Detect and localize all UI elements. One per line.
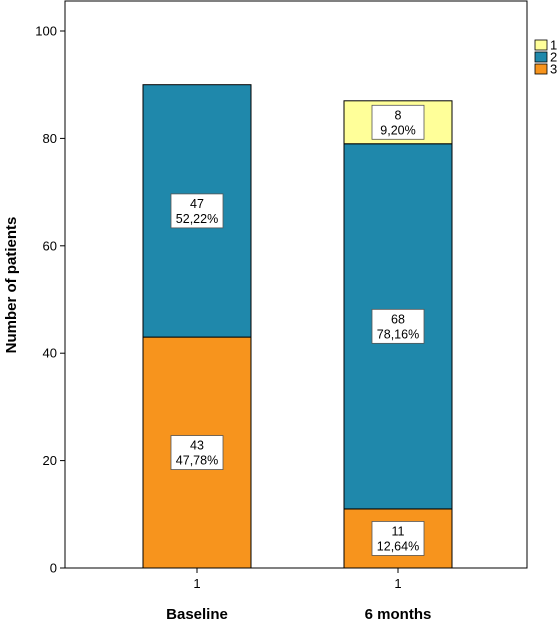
legend-swatch xyxy=(534,63,548,75)
y-tick-label: 0 xyxy=(50,561,57,576)
data-label-box xyxy=(371,104,425,140)
data-label-count: 11 xyxy=(392,524,405,538)
legend-item-1: 1 xyxy=(534,38,557,53)
x-category-label: 6 months xyxy=(365,606,432,623)
data-label-count: 68 xyxy=(391,312,405,326)
data-label-count: 8 xyxy=(395,108,402,122)
y-axis: 0 20 40 60 80 100 xyxy=(35,24,65,576)
data-label-box xyxy=(371,521,425,556)
legend-item-2: 2 xyxy=(534,50,557,65)
data-label-percent: 52,22% xyxy=(176,212,218,226)
data-label-percent: 78,16% xyxy=(377,327,419,341)
legend-label: 3 xyxy=(550,62,557,77)
data-label: 89,20% xyxy=(371,104,425,140)
plot-frame xyxy=(64,0,528,569)
legend-swatch xyxy=(534,39,548,51)
data-label-box xyxy=(170,435,224,470)
legend-swatch xyxy=(534,51,548,63)
legend-label: 2 xyxy=(550,50,557,65)
legend: 123 xyxy=(534,38,557,77)
y-tick-label: 100 xyxy=(35,24,57,39)
y-tick-label: 40 xyxy=(43,346,57,361)
x-tick-sublabel: 1 xyxy=(394,576,401,591)
x-tick-sublabel: 1 xyxy=(193,576,200,591)
data-label-percent: 47,78% xyxy=(176,454,218,468)
legend-item-3: 3 xyxy=(534,62,557,77)
data-label-percent: 12,64% xyxy=(377,539,419,553)
y-tick-label: 60 xyxy=(43,238,57,253)
legend-label: 1 xyxy=(550,38,557,53)
data-label-count: 43 xyxy=(190,439,204,453)
y-tick-label: 20 xyxy=(43,453,57,468)
data-label-box xyxy=(170,193,224,229)
x-axis: 1 Baseline 1 6 months xyxy=(166,568,431,623)
data-label-percent: 9,20% xyxy=(380,123,415,137)
data-label-count: 47 xyxy=(190,197,204,211)
y-tick-label: 80 xyxy=(43,131,57,146)
y-axis-title: Number of patients xyxy=(3,217,20,354)
x-category-label: Baseline xyxy=(166,606,228,623)
data-label-box xyxy=(371,308,425,344)
